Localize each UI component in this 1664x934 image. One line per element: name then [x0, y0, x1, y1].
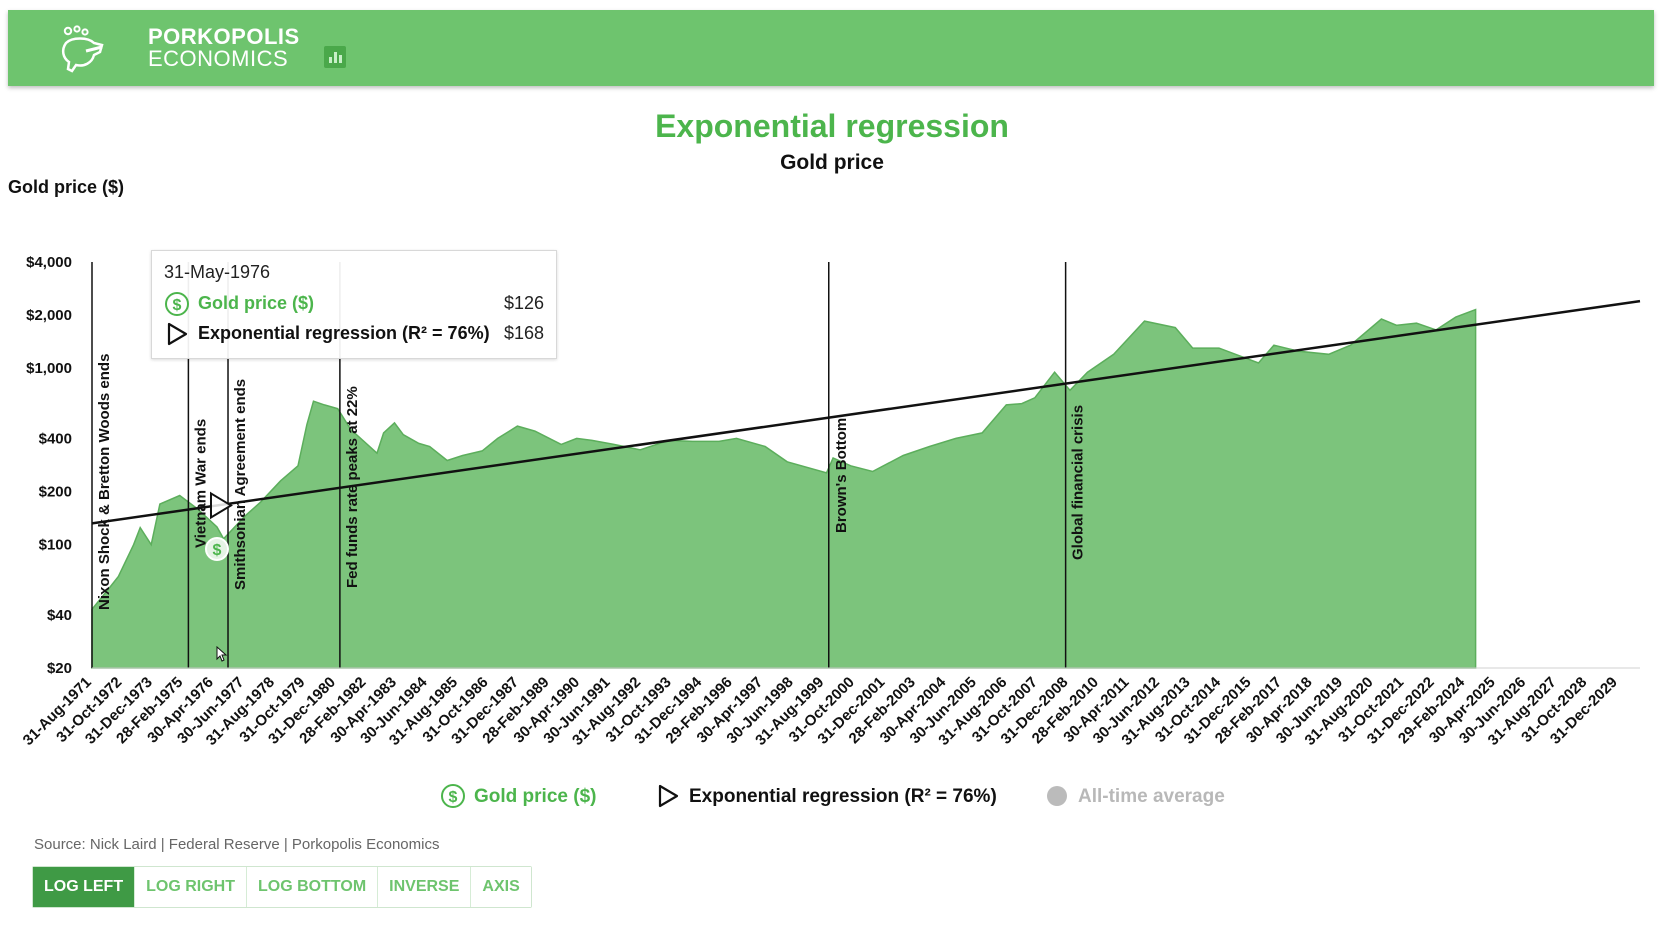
y-tick-label: $1,000	[26, 360, 72, 377]
gold-price-area	[91, 308, 1477, 669]
tooltip-row-regression: Exponential regression (R² = 76%) $168	[164, 321, 544, 346]
hover-regression-marker	[209, 491, 233, 520]
triangle-right-icon	[658, 784, 679, 808]
brand-line1: PORKOPOLIS	[148, 24, 300, 49]
y-tick-label: $400	[39, 430, 72, 447]
source-note: Source: Nick Laird | Federal Reserve | P…	[34, 836, 440, 853]
scale-button-group: LOG LEFT LOG RIGHT LOG BOTTOM INVERSE AX…	[32, 866, 532, 908]
header-bar: PORKOPOLIS ECONOMICS	[8, 10, 1654, 86]
event-label-4: Brown's Bottom	[833, 418, 850, 533]
regression-line	[91, 299, 1641, 525]
svg-text:$: $	[449, 789, 458, 806]
brand-name[interactable]: PORKOPOLIS ECONOMICS	[148, 26, 300, 70]
dollar-circle-icon: $	[165, 292, 189, 316]
legend-average-label: All-time average	[1078, 786, 1225, 807]
y-tick-label: $40	[47, 607, 72, 624]
svg-text:$: $	[173, 297, 182, 314]
event-label-0: Nixon Shock & Bretton Woods ends	[96, 354, 113, 610]
axis-button[interactable]: AXIS	[471, 867, 531, 907]
triangle-right-icon	[167, 322, 188, 346]
legend-regression-label: Exponential regression (R² = 76%)	[689, 786, 997, 807]
log-bottom-button[interactable]: LOG BOTTOM	[247, 867, 379, 907]
log-right-button[interactable]: LOG RIGHT	[135, 867, 247, 907]
hover-gold-marker	[204, 536, 229, 561]
event-label-2: Smithsonian Agreement ends	[232, 379, 249, 590]
circle-icon	[1047, 786, 1067, 806]
mouse-cursor-icon	[216, 646, 228, 662]
tooltip-gold-value: $126	[503, 293, 544, 313]
y-tick-label: $20	[47, 660, 72, 677]
tooltip: 31-May-1976 $ Gold price ($) $126 Expone…	[151, 250, 557, 359]
chart-title: Exponential regression	[655, 108, 1009, 144]
brand-line2: ECONOMICS	[148, 46, 289, 71]
chart-legend: $ Gold price ($) Exponential regression …	[0, 782, 1664, 812]
event-label-5: Global financial crisis	[1070, 405, 1087, 560]
y-tick-label: $200	[39, 484, 72, 501]
y-axis-title: Gold price ($)	[8, 177, 125, 197]
event-label-1: Vietnam War ends	[192, 419, 209, 548]
bar-chart-icon[interactable]	[324, 46, 346, 68]
tooltip-regression-label: Exponential regression (R² = 76%)	[198, 323, 490, 343]
chart-area[interactable]: Nixon Shock & Bretton Woods ends Vietnam …	[0, 0, 1664, 780]
inverse-button[interactable]: INVERSE	[378, 867, 472, 907]
legend-gold-label: Gold price ($)	[474, 786, 597, 807]
y-tick-label: $4,000	[26, 254, 72, 271]
tooltip-date: 31-May-1976	[164, 262, 271, 282]
tooltip-regression-value: $168	[503, 323, 544, 343]
y-tick-label: $2,000	[26, 307, 72, 324]
y-tick-label: $100	[39, 537, 72, 554]
dollar-circle-icon: $	[441, 784, 465, 808]
tooltip-row-gold: $ Gold price ($) $126	[164, 291, 544, 316]
tooltip-gold-label: Gold price ($)	[198, 293, 315, 313]
log-left-button[interactable]: LOG LEFT	[33, 867, 136, 907]
pig-icon[interactable]	[58, 25, 108, 75]
hover-gold-marker-glyph: $	[213, 542, 222, 559]
chart-subtitle: Gold price	[780, 151, 884, 174]
